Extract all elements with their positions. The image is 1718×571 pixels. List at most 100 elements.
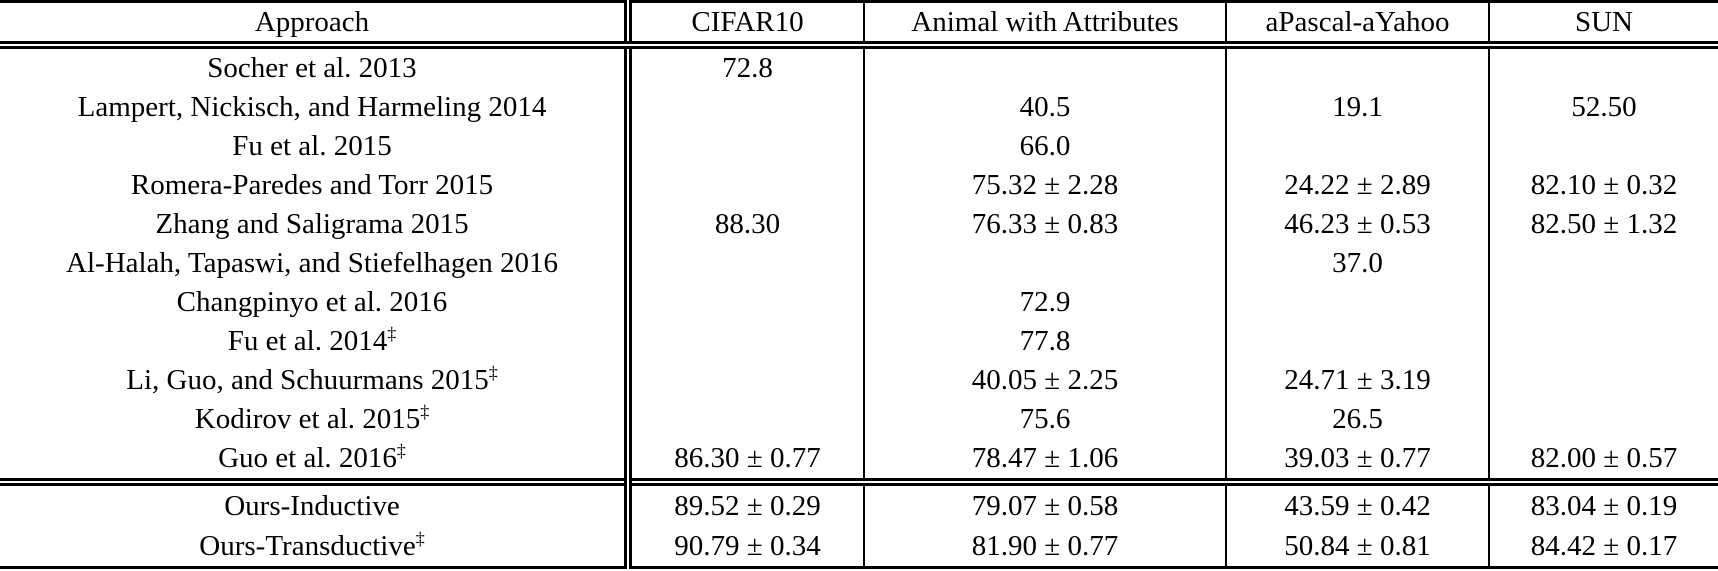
approach-label: Ours-Inductive (224, 489, 400, 522)
double-dagger-mark: ‡ (387, 323, 397, 344)
table-row: Romera-Paredes and Torr 2015 75.32 ± 2.28… (0, 166, 1718, 205)
approach-cell: Lampert, Nickisch, and Harmeling 2014 (0, 88, 628, 127)
value-cell: 37.0 (1225, 244, 1489, 283)
value-cell: 84.42 ± 0.17 (1488, 526, 1718, 568)
table-row: Li, Guo, and Schuurmans 2015‡ 40.05 ± 2.2… (0, 361, 1718, 400)
value-cell (624, 127, 864, 166)
value-cell: 82.10 ± 0.32 (1488, 166, 1718, 205)
column-header-apascal-ayahoo: aPascal-aYahoo (1225, 1, 1489, 49)
approach-cell: Romera-Paredes and Torr 2015 (0, 166, 628, 205)
table-row: Kodirov et al. 2015‡ 75.6 26.5 (0, 400, 1718, 439)
approach-label: Zhang and Saligrama 2015 (155, 208, 469, 240)
ours-section: Ours-Inductive 89.52 ± 0.29 79.07 ± 0.58 43… (0, 478, 1718, 568)
value-cell (1488, 322, 1718, 361)
table-row: Fu et al. 2015 66.0 (0, 127, 1718, 166)
value-cell: 77.8 (863, 322, 1226, 361)
column-header-cifar10: CIFAR10 (624, 1, 864, 49)
double-dagger-mark: ‡ (396, 440, 406, 461)
value-cell: 24.22 ± 2.89 (1225, 166, 1489, 205)
column-header-approach: Approach (0, 1, 628, 49)
value-cell: 39.03 ± 0.77 (1225, 439, 1489, 482)
approach-label: Lampert, Nickisch, and Harmeling 2014 (77, 91, 547, 123)
value-cell: 86.30 ± 0.77 (624, 439, 864, 482)
value-cell: 90.79 ± 0.34 (624, 526, 864, 568)
header-row: Approach CIFAR10 Animal with Attributes … (0, 1, 1718, 49)
double-dagger-mark: ‡ (488, 362, 498, 383)
value-cell: 89.52 ± 0.29 (624, 478, 864, 526)
value-cell: 88.30 (624, 205, 864, 244)
value-cell (1225, 127, 1489, 166)
approach-cell: Ours-Inductive (0, 478, 628, 526)
value-cell: 83.04 ± 0.19 (1488, 478, 1718, 526)
double-dagger-mark: ‡ (415, 527, 425, 548)
value-cell: 72.8 (624, 45, 864, 88)
value-cell (1488, 127, 1718, 166)
value-cell: 75.6 (863, 400, 1226, 439)
value-cell: 76.33 ± 0.83 (863, 205, 1226, 244)
value-cell: 78.47 ± 1.06 (863, 439, 1226, 482)
value-cell (1225, 322, 1489, 361)
column-header-sun: SUN (1488, 1, 1718, 49)
approach-label: Fu et al. 2014 (227, 325, 388, 357)
table-row: Ours-Transductive‡ 90.79 ± 0.34 81.90 ± 0.… (0, 526, 1718, 568)
value-cell (863, 45, 1226, 88)
approach-label: Changpinyo et al. 2016 (176, 286, 448, 318)
approach-label: Guo et al. 2016 (218, 442, 397, 474)
value-cell (1488, 361, 1718, 400)
value-cell: 79.07 ± 0.58 (863, 478, 1226, 526)
approach-label: Li, Guo, and Schuurmans 2015 (126, 364, 489, 396)
approach-label: Kodirov et al. 2015 (194, 403, 421, 435)
value-cell (624, 244, 864, 283)
approach-cell: Guo et al. 2016‡ (0, 439, 628, 482)
double-dagger-mark: ‡ (420, 401, 430, 422)
table-row: Lampert, Nickisch, and Harmeling 2014 40.… (0, 88, 1718, 127)
value-cell (1225, 45, 1489, 88)
value-cell (1488, 283, 1718, 322)
table-row: Changpinyo et al. 2016 72.9 (0, 283, 1718, 322)
table-row: Al-Halah, Tapaswi, and Stiefelhagen 2016… (0, 244, 1718, 283)
column-header-animal-with-attributes: Animal with Attributes (863, 1, 1226, 49)
value-cell (624, 361, 864, 400)
value-cell: 46.23 ± 0.53 (1225, 205, 1489, 244)
value-cell: 82.00 ± 0.57 (1488, 439, 1718, 482)
table-row: Zhang and Saligrama 2015 88.30 76.33 ± 0.8… (0, 205, 1718, 244)
approach-label: Fu et al. 2015 (232, 130, 392, 162)
value-cell: 75.32 ± 2.28 (863, 166, 1226, 205)
value-cell: 50.84 ± 0.81 (1225, 526, 1489, 568)
value-cell: 66.0 (863, 127, 1226, 166)
approach-cell: Changpinyo et al. 2016 (0, 283, 628, 322)
approach-cell: Zhang and Saligrama 2015 (0, 205, 628, 244)
value-cell: 43.59 ± 0.42 (1225, 478, 1489, 526)
value-cell (624, 400, 864, 439)
approach-label: Romera-Paredes and Torr 2015 (130, 169, 494, 201)
prior-work-section: Socher et al. 2013 72.8 Lampert, Nickisch,… (0, 45, 1718, 482)
table-row: Socher et al. 2013 72.8 (0, 45, 1718, 88)
value-cell: 24.71 ± 3.19 (1225, 361, 1489, 400)
value-cell: 19.1 (1225, 88, 1489, 127)
value-cell (624, 88, 864, 127)
approach-cell: Li, Guo, and Schuurmans 2015‡ (0, 361, 628, 400)
approach-cell: Fu et al. 2014‡ (0, 322, 628, 361)
value-cell: 40.5 (863, 88, 1226, 127)
approach-label: Ours-Transductive (199, 529, 416, 562)
table-row: Ours-Inductive 89.52 ± 0.29 79.07 ± 0.58 43… (0, 478, 1718, 526)
value-cell (1488, 400, 1718, 439)
approach-cell: Kodirov et al. 2015‡ (0, 400, 628, 439)
value-cell: 82.50 ± 1.32 (1488, 205, 1718, 244)
value-cell (624, 283, 864, 322)
value-cell (1488, 45, 1718, 88)
approach-label: Socher et al. 2013 (207, 52, 417, 84)
value-cell: 72.9 (863, 283, 1226, 322)
value-cell: 81.90 ± 0.77 (863, 526, 1226, 568)
table-header: Approach CIFAR10 Animal with Attributes … (0, 1, 1718, 49)
table-row: Fu et al. 2014‡ 77.8 (0, 322, 1718, 361)
approach-label: Al-Halah, Tapaswi, and Stiefelhagen 2016 (66, 247, 558, 279)
value-cell: 26.5 (1225, 400, 1489, 439)
value-cell (863, 244, 1226, 283)
value-cell: 52.50 (1488, 88, 1718, 127)
value-cell: 40.05 ± 2.25 (863, 361, 1226, 400)
value-cell (624, 166, 864, 205)
value-cell (624, 322, 864, 361)
